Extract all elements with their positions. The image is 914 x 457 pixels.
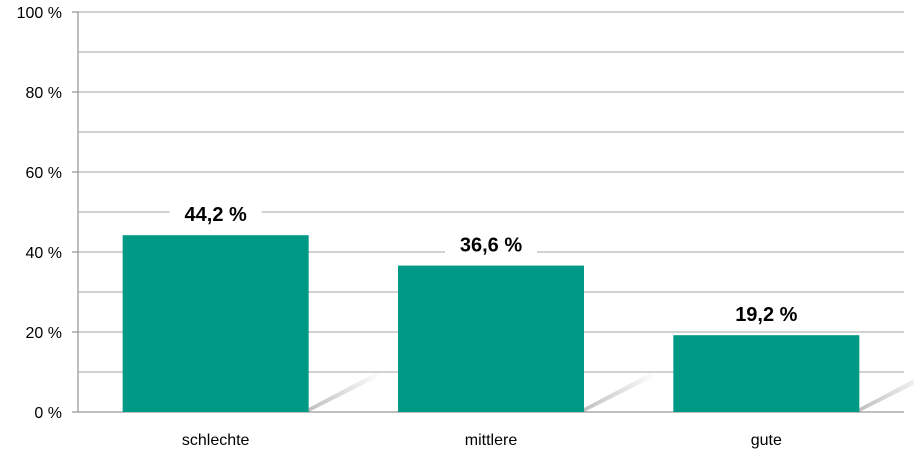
bars (122, 235, 860, 412)
y-tick-label: 80 % (26, 85, 62, 102)
bar-shadow (308, 370, 381, 412)
data-label: 36,6 % (460, 235, 522, 257)
y-tick-label: 100 % (17, 5, 62, 22)
x-category-label: gute (751, 432, 782, 449)
bar-shadow (584, 370, 656, 412)
data-label: 19,2 % (735, 304, 797, 326)
data-label: 44,2 % (185, 204, 247, 226)
x-category-label: schlechte (182, 432, 250, 449)
bar-mittlere (398, 265, 584, 412)
y-tick-label: 20 % (26, 325, 62, 342)
x-category-label: mittlere (465, 432, 518, 449)
y-tick-label: 60 % (26, 165, 62, 182)
bar-shadow (859, 379, 914, 412)
data-label-background (445, 230, 537, 259)
bar-gute (673, 335, 860, 412)
x-axis-category-labels: schlechte mittlere gute (182, 432, 782, 449)
data-label-background (720, 300, 813, 329)
data-labels: 44,2 % 36,6 % 19,2 % (169, 200, 813, 329)
y-tick-label: 0 % (34, 405, 62, 422)
bar-schlechte (122, 235, 309, 412)
y-tick-label: 40 % (26, 245, 62, 262)
bar-shadows (308, 370, 914, 412)
y-axis-tick-labels: 0 % 20 % 40 % 60 % 80 % 100 % (17, 5, 62, 422)
data-label-background (169, 200, 262, 229)
